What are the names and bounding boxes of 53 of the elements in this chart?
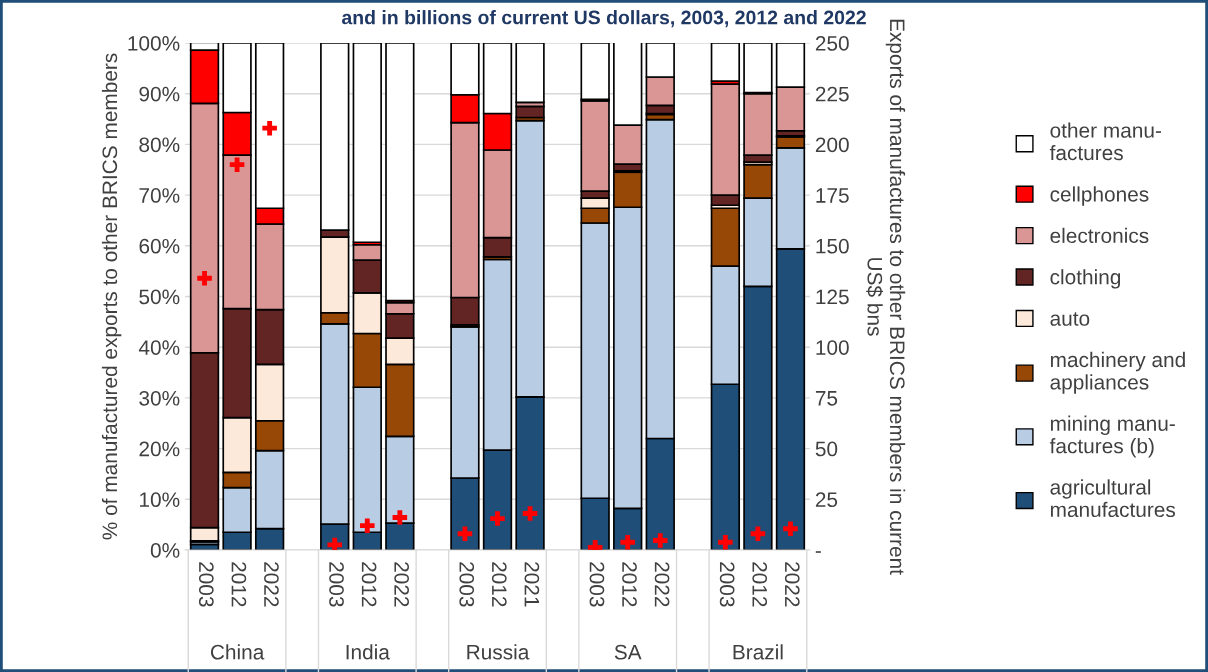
legend-label: clothing: [1050, 269, 1121, 289]
x-tick-label: 2012: [752, 562, 768, 607]
x-tick-label: 2012: [231, 562, 247, 607]
y-axis-title: % of manufactured exports to other BRICS members: [101, 53, 122, 540]
legend-label: electronics: [1050, 227, 1149, 244]
y2-tick-label: 50: [815, 441, 838, 457]
legend-label: machinery and appliances: [1050, 351, 1185, 394]
y2-tick-label: -: [815, 551, 821, 553]
y2-tick-label: 250: [815, 36, 849, 51]
legend-label: cellphones: [1050, 186, 1149, 206]
y-tick-label: 10%: [140, 492, 180, 508]
legend-label: agricultural manufactures: [1050, 479, 1176, 518]
x-tick-label: 2022: [394, 562, 409, 607]
text: Brazil: [733, 644, 783, 660]
y2-tick-label: 200: [815, 137, 849, 153]
x-tick-label: 2022: [784, 562, 800, 607]
x-tick-label: 2003: [329, 562, 344, 607]
y-tick-label: 30%: [139, 390, 180, 406]
chart-title: and in billions of current US dollars, 2003, 2012 and 2022: [342, 10, 866, 28]
y2-tick-label: 125: [816, 289, 849, 305]
x-tick-label: 2021: [524, 562, 540, 607]
x-tick-label: 2003: [719, 562, 735, 607]
y-tick-label: 40%: [138, 340, 180, 355]
y-tick-label: 90%: [139, 86, 180, 102]
x-tick-label: 2012: [491, 562, 507, 607]
x-tick-label: 2003: [198, 562, 214, 607]
x-tick-label: 2003: [459, 562, 475, 607]
y2-tick-label: 25: [815, 492, 838, 508]
y2-tick-label: 225: [815, 86, 849, 102]
x-tick-label: 2012: [622, 562, 637, 607]
legend-label: auto: [1050, 312, 1090, 326]
text: SA: [614, 644, 642, 660]
x-tick-label: 2022: [264, 562, 279, 607]
text: Russia: [467, 644, 530, 660]
legend-label: other manu- factures: [1049, 122, 1161, 161]
y-tick-label: 60%: [139, 238, 180, 254]
y-tick-label: 100%: [128, 36, 180, 51]
x-tick-label: 2003: [589, 562, 605, 607]
x-tick-label: 2012: [361, 562, 377, 607]
text: China: [210, 644, 265, 660]
y2-tick-label: 75: [815, 391, 838, 406]
x-tick-label: 2022: [654, 562, 670, 607]
y-tick-label: 0%: [150, 543, 180, 558]
y-tick-label: 20%: [139, 441, 180, 457]
legend-label: mining manu- factures (b): [1049, 415, 1175, 458]
y2-tick-label: 175: [816, 188, 849, 203]
y-tick-label: 70%: [139, 188, 180, 203]
y-tick-label: 80%: [139, 137, 180, 153]
text: India: [346, 644, 390, 660]
y-tick-label: 50%: [139, 289, 180, 305]
y2-tick-label: 100: [816, 340, 849, 355]
y2-axis-title: Exports of manufactures to other BRICS members in current US$ bns: [866, 19, 906, 575]
y2-tick-label: 150: [816, 238, 849, 254]
